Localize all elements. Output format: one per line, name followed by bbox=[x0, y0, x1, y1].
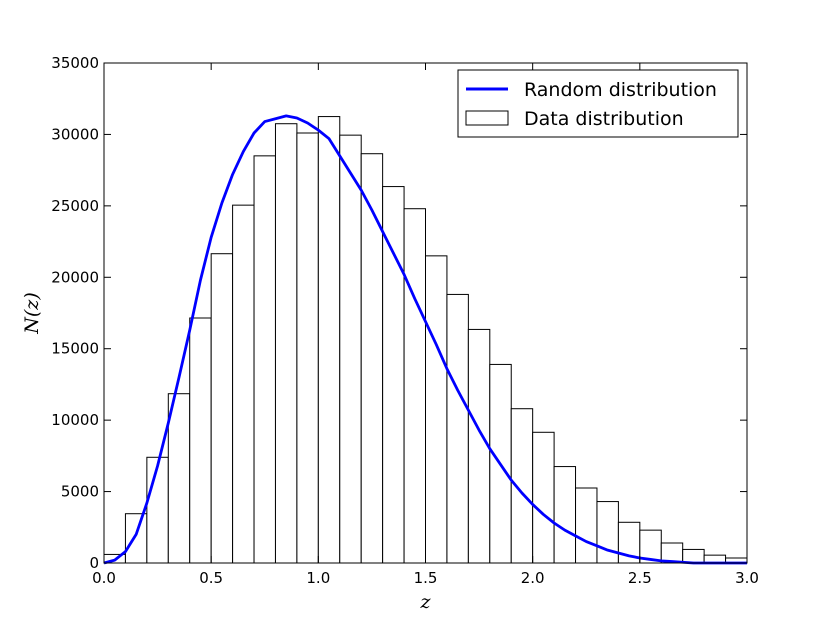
histogram-bar bbox=[446, 293, 469, 564]
y-tick-label: 20000 bbox=[51, 268, 99, 286]
x-tick-label: 2.5 bbox=[628, 569, 652, 587]
y-axis-label: N(z) bbox=[21, 292, 43, 334]
histogram-bar bbox=[232, 204, 255, 564]
histogram-bar bbox=[146, 456, 169, 564]
histogram-bar bbox=[360, 153, 384, 564]
x-tick-label: 0.0 bbox=[92, 569, 116, 587]
histogram-bar bbox=[296, 132, 319, 564]
histogram-bar bbox=[682, 548, 705, 564]
histogram-bar bbox=[189, 317, 212, 564]
histogram-bar bbox=[124, 513, 148, 564]
y-tick-label: 15000 bbox=[51, 340, 99, 358]
histogram-bar bbox=[596, 501, 619, 564]
y-tick-label: 35000 bbox=[51, 54, 99, 72]
histogram-bar bbox=[274, 123, 298, 564]
x-tick-label: 1.0 bbox=[306, 569, 330, 587]
histogram-bar bbox=[403, 208, 427, 564]
y-tick-label: 30000 bbox=[51, 125, 99, 143]
histogram-bar bbox=[317, 116, 341, 564]
legend-bar-label: Data distribution bbox=[524, 108, 684, 130]
y-tick-label: 5000 bbox=[61, 483, 99, 501]
legend-bar-swatch bbox=[465, 110, 509, 126]
histogram-bar bbox=[467, 328, 491, 564]
x-tick-label: 1.5 bbox=[414, 569, 438, 587]
histogram-bar bbox=[575, 487, 598, 564]
histogram-bar bbox=[425, 255, 448, 564]
histogram-bar bbox=[382, 186, 405, 564]
x-tick-label: 2.0 bbox=[521, 569, 545, 587]
legend-line-label: Random distribution bbox=[524, 79, 717, 101]
y-tick-label: 0 bbox=[89, 554, 99, 572]
histogram-bar bbox=[210, 253, 234, 564]
histogram-bar bbox=[167, 393, 191, 564]
x-tick-label: 3.0 bbox=[735, 569, 759, 587]
y-tick-label: 25000 bbox=[51, 197, 99, 215]
legend-box bbox=[457, 69, 739, 138]
histogram-bar bbox=[253, 155, 276, 564]
histogram-bar bbox=[339, 134, 362, 564]
axis-ticks: 0.0 0.5 1.0 1.5 2.0 2.5 3.0 0 5000 10000 15000 2000… bbox=[51, 54, 759, 587]
data-distribution-bars bbox=[103, 116, 748, 564]
legend: Random distribution Data distribution bbox=[457, 69, 739, 138]
histogram-bar bbox=[532, 431, 555, 564]
x-axis-label: z bbox=[419, 591, 431, 613]
y-tick-label: 10000 bbox=[51, 411, 99, 429]
x-tick-label: 0.5 bbox=[199, 569, 223, 587]
histogram-bar bbox=[553, 466, 577, 564]
